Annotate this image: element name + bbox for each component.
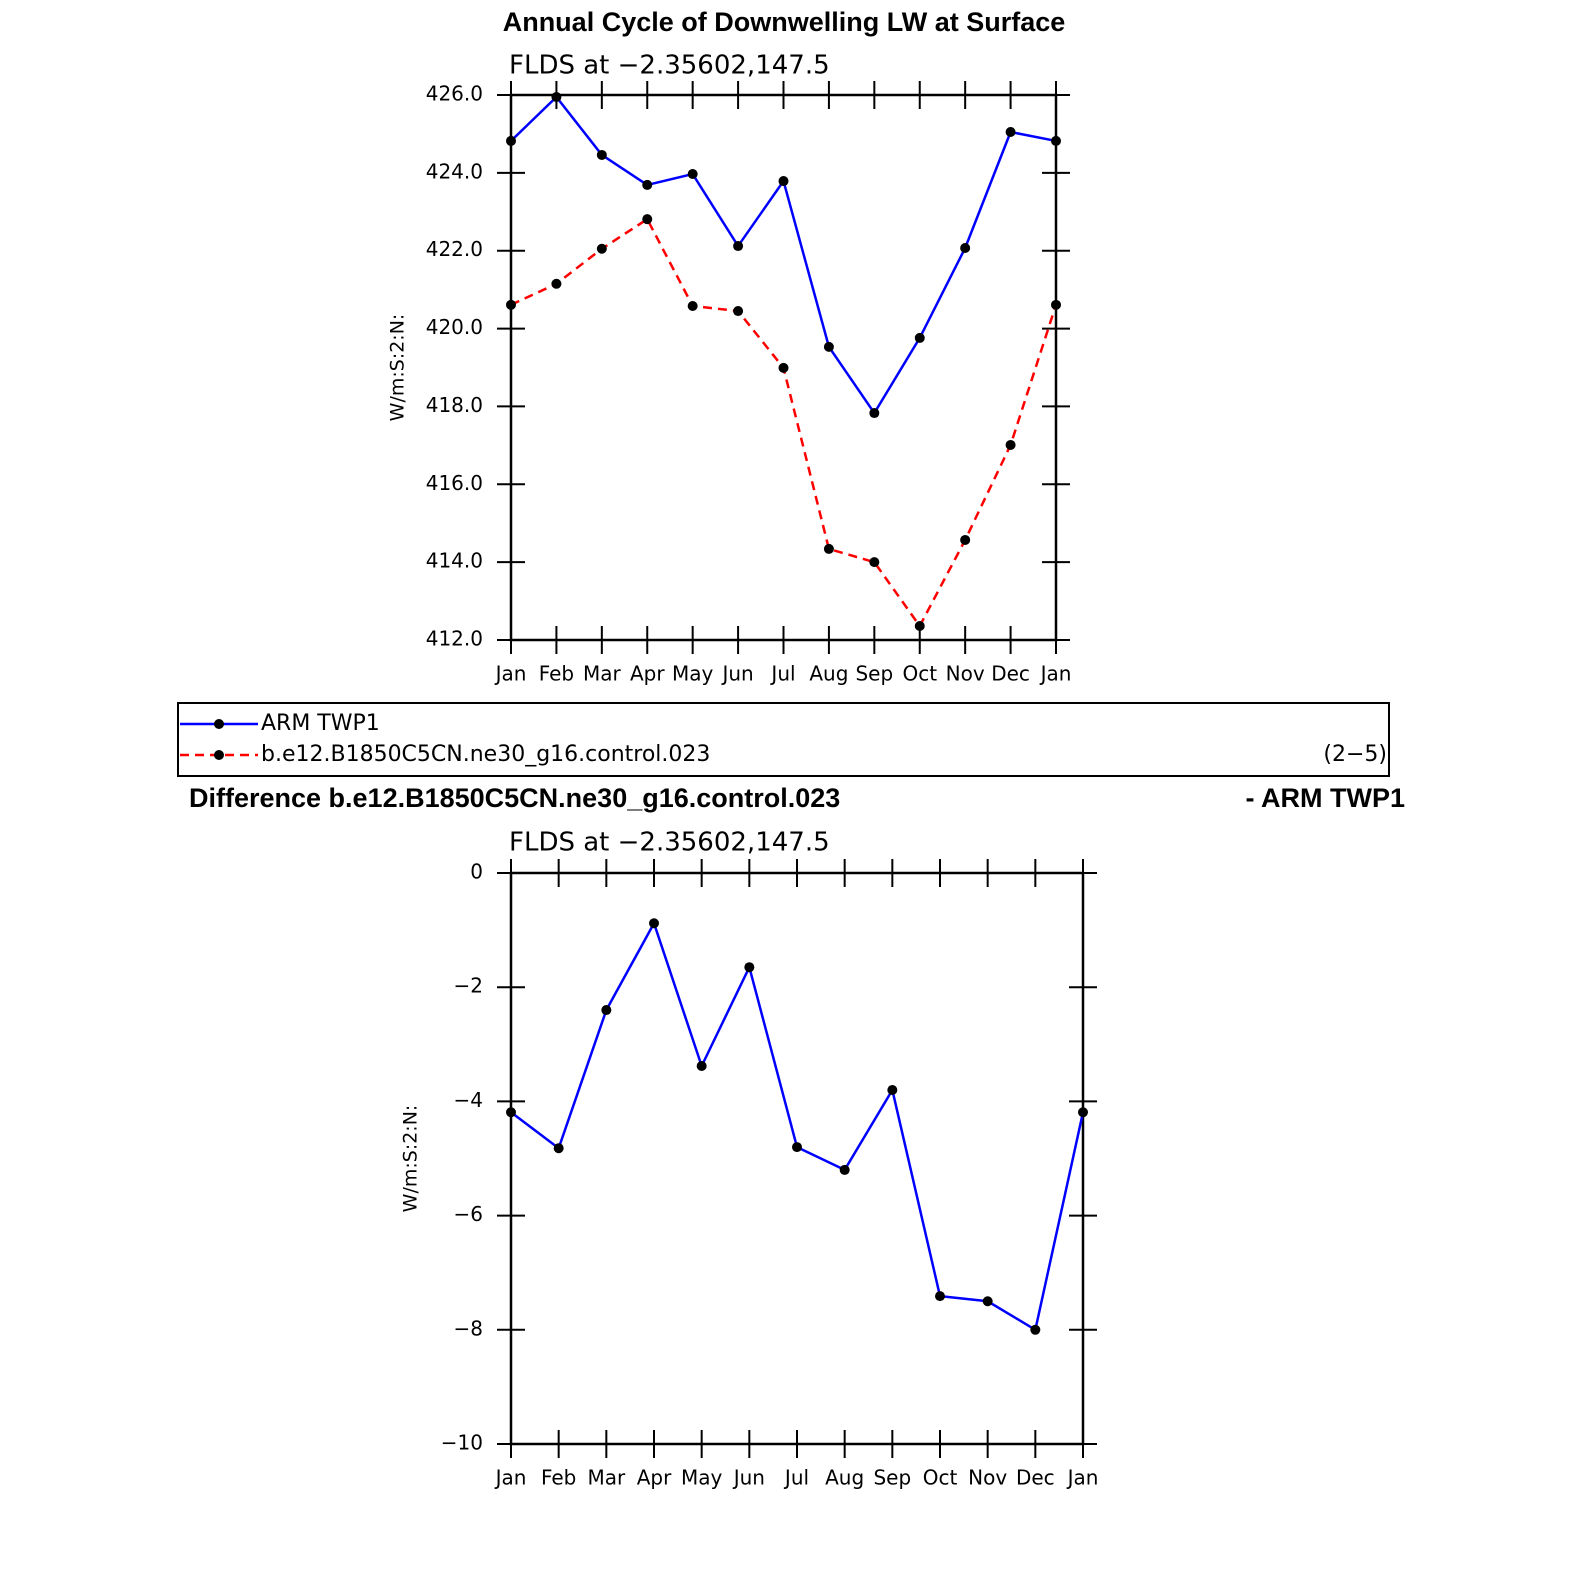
y-tick-label: −6 [454,1202,483,1226]
data-point [506,135,516,146]
y-tick-label: −10 [441,1431,483,1455]
chart-title: Annual Cycle of Downwelling LW at Surfac… [503,7,1066,37]
data-point [596,243,607,254]
data-point [733,306,744,317]
chart-title: Difference b.e12.B1850C5CN.ne30_g16.cont… [189,783,840,813]
x-tick-label: Nov [946,662,985,686]
data-point [778,362,789,373]
data-line [510,217,1058,629]
x-tick-label: Aug [825,1466,864,1490]
x-tick-label: Jul [783,1466,809,1490]
data-point [839,1164,850,1175]
data-point [744,962,755,973]
data-point [1005,126,1016,137]
chart-subtitle: FLDS at −2.35602,147.5 [509,51,830,81]
data-point [982,1296,993,1307]
data-point [506,1107,516,1118]
panel-label: (2−5) [1323,742,1387,767]
plot-frame [509,871,1085,1446]
x-tick-label: Jan [494,1466,527,1490]
x-tick-label: Apr [630,662,665,686]
chart-subtitle: FLDS at −2.35602,147.5 [509,828,830,858]
y-tick-label: 418.0 [426,393,483,417]
data-point [1078,1107,1088,1118]
x-tick-label: May [681,1466,723,1490]
data-line [510,920,1085,1332]
x-tick-label: Jan [1039,662,1072,686]
data-point [649,918,659,929]
x-tick-label: Mar [587,1466,626,1490]
legend-box [177,702,1390,777]
y-tick-label: −2 [454,974,483,998]
y-tick-label: 416.0 [426,471,483,495]
y-tick-label: 414.0 [426,549,483,573]
x-tick-label: Oct [923,1466,958,1490]
y-tick-label: −8 [454,1316,483,1340]
y-tick-label: −4 [454,1088,483,1112]
data-point [687,169,698,180]
data-point [642,179,653,190]
x-tick-label: Feb [539,662,574,686]
x-tick-label: Feb [541,1466,576,1490]
data-point [687,300,698,311]
x-tick-label: Aug [809,662,848,686]
x-tick-label: Jun [732,1466,765,1490]
data-point [960,534,971,545]
data-point [823,543,834,554]
data-point [696,1060,707,1071]
x-tick-label: Sep [855,662,893,686]
data-point [914,332,925,343]
data-point [960,242,971,253]
data-point [551,91,562,102]
data-point [551,278,562,289]
data-point [914,620,925,631]
data-point [778,176,789,187]
data-point [1051,299,1061,310]
data-point [596,149,607,160]
x-tick-label: Jan [1066,1466,1099,1490]
data-point [1005,439,1016,450]
x-tick-label: Mar [583,662,622,686]
x-tick-label: Dec [991,662,1030,686]
data-point [869,408,880,419]
data-point [506,299,516,310]
data-point [601,1005,612,1016]
x-tick-label: May [672,662,714,686]
legend-marker [214,719,224,729]
y-tick-label: 420.0 [426,315,483,339]
y-tick-label: 426.0 [426,82,483,106]
data-point [935,1291,945,1302]
legend-marker [214,750,224,760]
legend-label: b.e12.B1850C5CN.ne30_g16.control.023 [261,742,710,767]
data-point [1051,135,1061,146]
data-point [553,1143,564,1154]
data-point [642,214,653,225]
data-point [733,241,744,252]
y-tick-label: 412.0 [426,627,483,651]
y-axis-label: W/m:S:2:N: [387,314,409,422]
y-tick-label: 422.0 [426,237,483,261]
data-point [1030,1324,1041,1335]
data-point [869,557,880,568]
y-tick-label: 424.0 [426,159,483,183]
x-tick-label: Oct [902,662,937,686]
data-point [792,1142,802,1153]
y-axis-label: W/m:S:2:N: [400,1105,422,1213]
x-tick-label: Jan [494,662,527,686]
data-point [887,1084,898,1095]
x-tick-label: Jun [720,662,753,686]
x-tick-label: Apr [637,1466,672,1490]
y-tick-label: 0 [470,860,483,884]
data-point [823,341,834,352]
chart-title: - ARM TWP1 [1246,783,1405,813]
x-tick-label: Dec [1016,1466,1055,1490]
x-tick-label: Nov [968,1466,1007,1490]
x-tick-label: Jul [769,662,795,686]
legend-label: ARM TWP1 [261,711,380,736]
x-tick-label: Sep [873,1466,911,1490]
